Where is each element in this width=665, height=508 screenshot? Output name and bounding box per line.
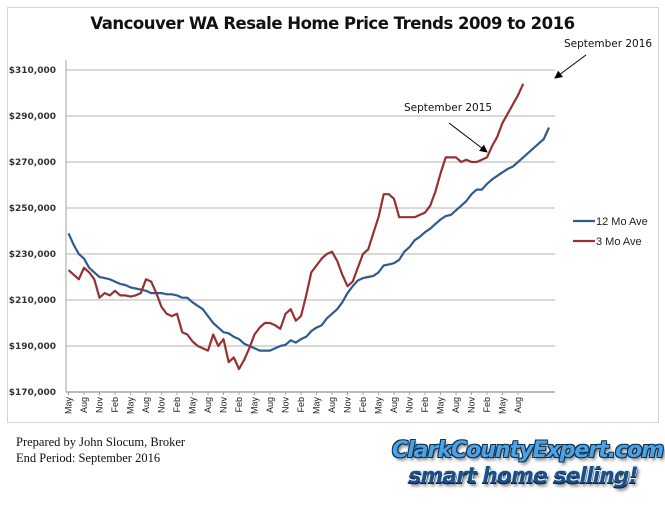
series-line-3-mo-ave [67,83,525,371]
legend-label-3mo: 3 Mo Ave [596,236,642,248]
y-tick-label: $250,000 [9,204,56,214]
prepared-by-text: Prepared by John Slocum, Broker [16,435,186,449]
brand-site-name: ClarkCountyExpert.com [392,438,664,463]
annotation-label-sep-2016: September 2016 [564,38,652,50]
end-period-text: End Period: September 2016 [16,451,161,465]
x-tick-label: Feb [296,397,306,413]
x-tick-label: May [312,397,322,415]
x-tick-label: Aug [141,397,151,413]
x-tick-label: Aug [451,397,461,413]
x-tick-label: Aug [265,397,275,413]
arrow-icon [554,54,587,79]
x-axis-labels: May Aug Nov Feb May Aug Nov Feb May Aug Nov Feb May A… [64,392,523,415]
brand-logo: ClarkCountyExpert.com smart home selling… [392,438,664,490]
x-tick-label: Nov [467,397,477,414]
x-tick-label: Aug [79,397,89,413]
legend-label-12mo: 12 Mo Ave [596,216,648,228]
chart-title: Vancouver WA Resale Home Price Trends 20… [90,14,575,33]
x-tick-label: May [64,397,74,415]
y-tick-label: $290,000 [9,112,56,122]
x-tick-label: Feb [172,397,182,413]
y-tick-label: $190,000 [9,342,56,352]
x-tick-label: Feb [234,397,244,413]
y-tick-label: $170,000 [9,388,56,398]
y-tick-label: $270,000 [9,158,56,168]
x-tick-label: May [126,397,136,415]
x-tick-label: May [188,397,198,415]
x-tick-label: Nov [157,397,167,414]
annotation-label-sep-2015: September 2015 [404,102,492,114]
gridlines [66,69,555,347]
annotation-sep-2016: September 2016 [554,38,652,79]
x-tick-label: Aug [203,397,213,413]
x-tick-label: Feb [420,397,430,413]
x-tick-label: Feb [110,397,120,413]
brand-tagline: smart home selling! [408,464,638,489]
legend: 12 Mo Ave 3 Mo Ave [573,216,648,248]
x-tick-label: May [250,397,260,415]
x-tick-label: Aug [513,397,523,413]
x-tick-label: Nov [219,397,229,414]
x-tick-label: Nov [281,397,291,414]
x-tick-label: May [498,397,508,415]
series-line-12-mo-ave [67,127,551,352]
y-axis-labels: $170,000 $190,000 $210,000 $230,000 $250,000… [9,66,56,398]
x-tick-label: Nov [95,397,105,414]
data-series [67,83,551,371]
x-tick-label: May [374,397,384,415]
x-tick-label: Feb [482,397,492,413]
line-chart: $170,000 $190,000 $210,000 $230,000 $250,000… [9,38,653,415]
arrow-icon [448,122,488,153]
y-tick-label: $310,000 [9,66,56,76]
x-tick-label: Aug [389,397,399,413]
x-tick-label: Nov [405,397,415,414]
y-tick-label: $230,000 [9,250,56,260]
x-tick-label: Nov [343,397,353,414]
chart-frame [7,7,659,423]
y-tick-label: $210,000 [9,296,56,306]
x-tick-label: May [436,397,446,415]
x-tick-label: Aug [327,397,337,413]
annotation-sep-2015: September 2015 [404,102,492,153]
x-tick-label: Feb [358,397,368,413]
footer-credits: Prepared by John Slocum, Broker End Peri… [16,434,185,466]
